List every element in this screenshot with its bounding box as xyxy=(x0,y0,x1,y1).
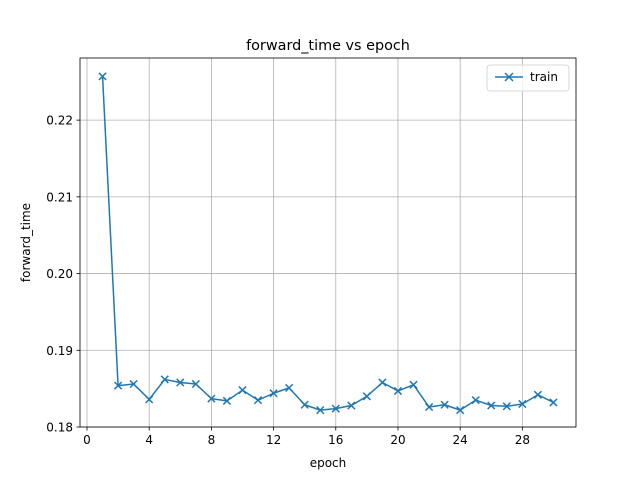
data-point xyxy=(362,392,372,401)
data-point xyxy=(145,395,154,404)
data-point xyxy=(471,396,480,405)
y-tick-label: 0.18 xyxy=(46,421,73,435)
y-axis-label: forward_time xyxy=(19,203,33,282)
data-point xyxy=(284,383,294,393)
data-point xyxy=(409,380,418,389)
x-tick-label: 0 xyxy=(83,433,91,447)
data-point xyxy=(238,386,247,395)
data-point xyxy=(533,390,543,399)
data-point xyxy=(518,399,527,409)
data-point xyxy=(440,400,449,409)
data-point xyxy=(487,401,496,410)
data-point xyxy=(129,379,138,389)
plot-frame xyxy=(79,57,577,428)
y-tick-label: 0.21 xyxy=(46,190,73,204)
data-point xyxy=(549,398,558,407)
data-point xyxy=(222,396,232,406)
chart-title: forward_time vs epoch xyxy=(246,38,410,54)
y-tick-label: 0.20 xyxy=(46,267,73,281)
series xyxy=(98,72,558,415)
x-tick-label: 4 xyxy=(145,433,153,447)
y-tick-label: 0.22 xyxy=(46,114,73,128)
series-line-train xyxy=(101,76,554,411)
data-point xyxy=(316,405,325,415)
legend: train xyxy=(486,64,570,92)
data-point xyxy=(347,401,356,410)
data-point xyxy=(269,389,278,398)
data-point xyxy=(456,405,465,415)
grid xyxy=(80,58,576,428)
legend-box xyxy=(486,64,570,92)
data-point xyxy=(160,375,169,384)
data-point xyxy=(113,381,123,390)
data-point xyxy=(378,378,387,387)
data-point xyxy=(207,394,216,403)
x-tick-label: 8 xyxy=(208,433,216,447)
x-tick-label: 24 xyxy=(453,433,468,447)
data-point xyxy=(300,400,309,409)
data-point xyxy=(253,396,263,405)
x-tick-label: 16 xyxy=(328,433,343,447)
x-axis-label: epoch xyxy=(310,456,347,470)
data-point xyxy=(98,72,107,81)
x-tick-label: 20 xyxy=(390,433,405,447)
x-tick-label: 12 xyxy=(266,433,281,447)
y-tick-label: 0.19 xyxy=(46,344,73,358)
x-tick-label: 28 xyxy=(515,433,530,447)
plot-background xyxy=(80,58,576,427)
data-point xyxy=(191,379,200,389)
ticks: 0 4 8 12 16 20 24 28 0.18 0.19 0.20 0.21 0.22 xyxy=(46,114,530,447)
data-point xyxy=(331,404,340,413)
legend-marker xyxy=(504,72,514,82)
data-point xyxy=(176,378,185,387)
data-point xyxy=(424,402,434,412)
legend-label: train xyxy=(530,70,558,84)
data-point xyxy=(393,386,403,396)
data-point xyxy=(502,402,511,411)
